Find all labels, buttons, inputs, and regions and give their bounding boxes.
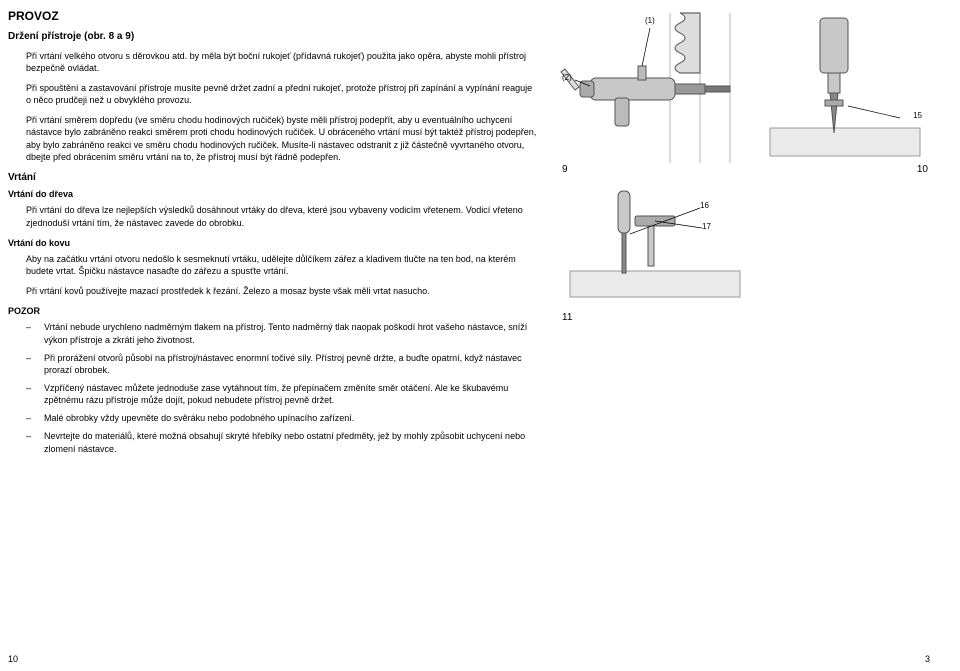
holding-p1: Při vrtání velkého otvoru s děrovkou atd… <box>8 50 538 74</box>
fig10-callout: 15 <box>913 111 922 122</box>
drevo-heading: Vrtání do dřeva <box>8 188 538 200</box>
pozor-item: –Při prorážení otvorů působí na přístroj… <box>26 352 538 376</box>
drill-bit-illustration <box>760 8 930 168</box>
right-column: (1) (2) 9 15 10 <box>560 8 930 326</box>
fig9-callout-1: (1) <box>645 16 655 27</box>
pozor-item: –Nevrtejte do materiálů, které možná obs… <box>26 430 538 454</box>
figure-row-1: (1) (2) 9 15 10 <box>560 8 930 178</box>
pozor-text: Vzpříčený nástavec můžete jednoduše zase… <box>44 382 538 406</box>
dash-bullet: – <box>26 430 44 454</box>
pozor-item: –Vzpříčený nástavec můžete jednoduše zas… <box>26 382 538 406</box>
drevo-p: Při vrtání do dřeva lze nejlepších výsle… <box>8 204 538 228</box>
pozor-text: Malé obrobky vždy upevněte do svěráku ne… <box>44 412 538 424</box>
punch-illustration <box>560 186 750 306</box>
fig11-callout-1: 16 <box>700 201 709 212</box>
dash-bullet: – <box>26 412 44 424</box>
pozor-heading: POZOR <box>8 305 538 317</box>
figure-11: 16 17 11 <box>560 186 760 326</box>
figure-9-number: 9 <box>562 163 568 177</box>
kov-heading: Vrtání do kovu <box>8 237 538 249</box>
dash-bullet: – <box>26 321 44 345</box>
holding-p2: Při spouštění a zastavování přístroje mu… <box>8 82 538 106</box>
pozor-text: Při prorážení otvorů působí na přístroj/… <box>44 352 538 376</box>
pozor-item: –Vrtání nebude urychleno nadměrným tlake… <box>26 321 538 345</box>
fig9-callout-2: (2) <box>562 73 572 84</box>
pozor-list: –Vrtání nebude urychleno nadměrným tlake… <box>8 321 538 454</box>
kov-p2: Při vrtání kovů používejte mazací prostř… <box>8 285 538 297</box>
left-column: PROVOZ Držení přístroje (obr. 8 a 9) Při… <box>8 8 538 461</box>
page-number-right: 3 <box>925 653 930 665</box>
pozor-text: Nevrtejte do materiálů, které možná obsa… <box>44 430 538 454</box>
figure-9: (1) (2) 9 <box>560 8 750 178</box>
provoz-heading: PROVOZ <box>8 8 538 24</box>
holding-heading: Držení přístroje (obr. 8 a 9) <box>8 30 538 44</box>
figure-10: 15 10 <box>760 8 930 178</box>
holding-p3: Při vrtání směrem dopředu (ve směru chod… <box>8 114 538 163</box>
page-number-left: 10 <box>8 653 18 665</box>
figure-11-number: 11 <box>562 311 572 325</box>
drill-illustration <box>560 8 750 168</box>
dash-bullet: – <box>26 352 44 376</box>
fig11-callout-2: 17 <box>702 222 711 233</box>
vrtani-heading: Vrtání <box>8 171 538 185</box>
dash-bullet: – <box>26 382 44 406</box>
pozor-text: Vrtání nebude urychleno nadměrným tlakem… <box>44 321 538 345</box>
kov-p1: Aby na začátku vrtání otvoru nedošlo k s… <box>8 253 538 277</box>
pozor-item: –Malé obrobky vždy upevněte do svěráku n… <box>26 412 538 424</box>
figure-10-number: 10 <box>917 163 928 177</box>
